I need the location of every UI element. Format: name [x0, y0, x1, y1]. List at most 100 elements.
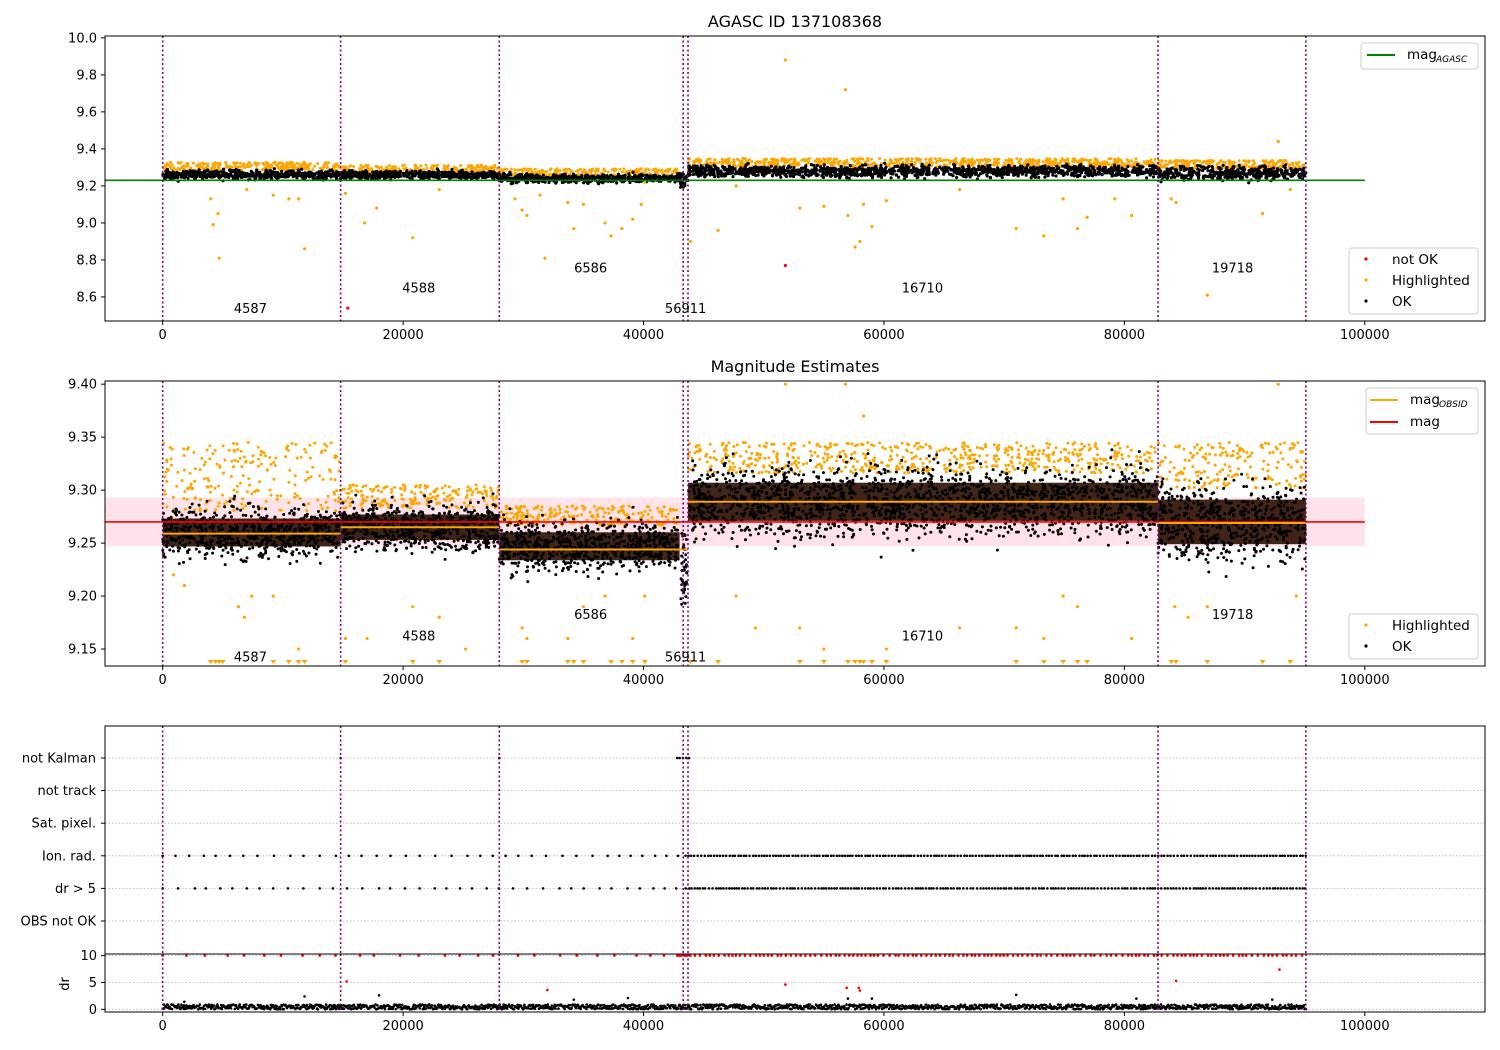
ok-point [703, 167, 707, 171]
ok-point [818, 165, 823, 169]
highlighted-point [382, 168, 386, 172]
highlighted-point [884, 199, 888, 203]
highlighted-point [895, 160, 899, 164]
ok-point [475, 176, 479, 180]
ok-point [880, 166, 884, 170]
ok-point [300, 167, 304, 171]
highlighted-point [1033, 159, 1037, 163]
y-tick-label: 9.4 [76, 142, 97, 157]
highlighted-point [712, 161, 716, 165]
ok-point [777, 170, 782, 174]
ok-point [916, 171, 920, 175]
obsid-label: 6586 [574, 261, 607, 276]
highlighted-point [509, 167, 513, 171]
legend-notok-swatch [1364, 257, 1368, 261]
highlighted-point [1276, 139, 1280, 144]
ok-point [815, 163, 819, 168]
highlighted-point [660, 170, 664, 174]
legend-agasc-sub: AGASC [1435, 55, 1468, 65]
ok-point [1277, 174, 1281, 178]
highlighted-point [744, 159, 748, 163]
highlighted-point [188, 471, 192, 475]
x-tick-label: 0 [159, 328, 167, 343]
ok-point [634, 175, 638, 179]
highlighted-point [1274, 163, 1278, 166]
highlighted-point [272, 461, 276, 464]
highlighted-point [211, 223, 215, 227]
ok-point [833, 173, 837, 177]
ok-point [446, 170, 450, 174]
highlighted-point [1099, 162, 1103, 166]
highlighted-point [639, 202, 643, 207]
ok-point [245, 174, 249, 178]
highlighted-point [245, 188, 249, 192]
y-tick-label: 10.0 [68, 31, 97, 46]
highlighted-point [235, 490, 239, 494]
highlighted-point [296, 197, 301, 201]
ok-point [363, 176, 367, 180]
ok-point [964, 169, 969, 174]
obsid-label: 4588 [402, 282, 435, 297]
highlighted-point [324, 161, 328, 164]
highlighted-point [170, 163, 174, 167]
highlighted-point [1230, 160, 1234, 164]
highlighted-point [1174, 164, 1178, 168]
highlighted-point [505, 167, 509, 171]
panel1-data-layer [105, 36, 1365, 321]
ok-point [385, 173, 389, 177]
ok-point [707, 172, 711, 176]
ok-point [335, 170, 339, 174]
highlighted-point [1071, 157, 1075, 161]
highlighted-point [688, 239, 693, 244]
highlighted-point [179, 160, 183, 164]
ok-point [879, 163, 883, 168]
ok-point [920, 164, 924, 168]
highlighted-point [1045, 157, 1049, 161]
highlighted-point [321, 167, 324, 171]
highlighted-point [871, 161, 875, 165]
highlighted-point [994, 162, 998, 166]
ok-point [1223, 175, 1227, 179]
highlighted-point [1080, 157, 1084, 161]
highlighted-point [240, 502, 244, 506]
ok-point [1037, 168, 1041, 172]
ok-point [398, 174, 403, 178]
highlighted-point [997, 157, 1001, 161]
highlighted-point [770, 162, 774, 166]
ok-point [734, 170, 739, 174]
ok-point [1237, 163, 1241, 167]
highlighted-point [929, 158, 933, 162]
legend-highlighted-label: Highlighted [1392, 273, 1470, 289]
highlighted-point [465, 167, 468, 171]
ok-point [342, 176, 346, 180]
highlighted-point [581, 202, 586, 207]
ok-point [361, 172, 365, 176]
ok-point [1285, 169, 1289, 173]
ok-point [307, 171, 311, 175]
ok-point [1054, 174, 1058, 178]
highlighted-point [1291, 162, 1295, 166]
ok-point [854, 172, 858, 176]
ok-point [1065, 162, 1069, 166]
ok-point [395, 170, 399, 174]
ok-point [331, 170, 335, 174]
ok-point [733, 167, 737, 171]
highlighted-point [197, 165, 201, 169]
ok-point [167, 170, 171, 175]
ok-point [947, 166, 951, 170]
highlighted-point [1253, 161, 1257, 165]
highlighted-point [247, 477, 251, 481]
ok-point [272, 167, 276, 171]
highlighted-point [414, 167, 417, 171]
ok-point [925, 166, 930, 170]
ok-point [838, 176, 842, 180]
ok-point [1196, 164, 1200, 168]
ok-point [1063, 165, 1067, 169]
ok-point [346, 172, 350, 176]
highlighted-point [548, 168, 552, 172]
ok-point [1293, 168, 1297, 172]
ok-point [1097, 168, 1101, 173]
ok-point [1214, 170, 1218, 174]
ok-point [953, 164, 957, 168]
highlighted-point [431, 166, 435, 170]
